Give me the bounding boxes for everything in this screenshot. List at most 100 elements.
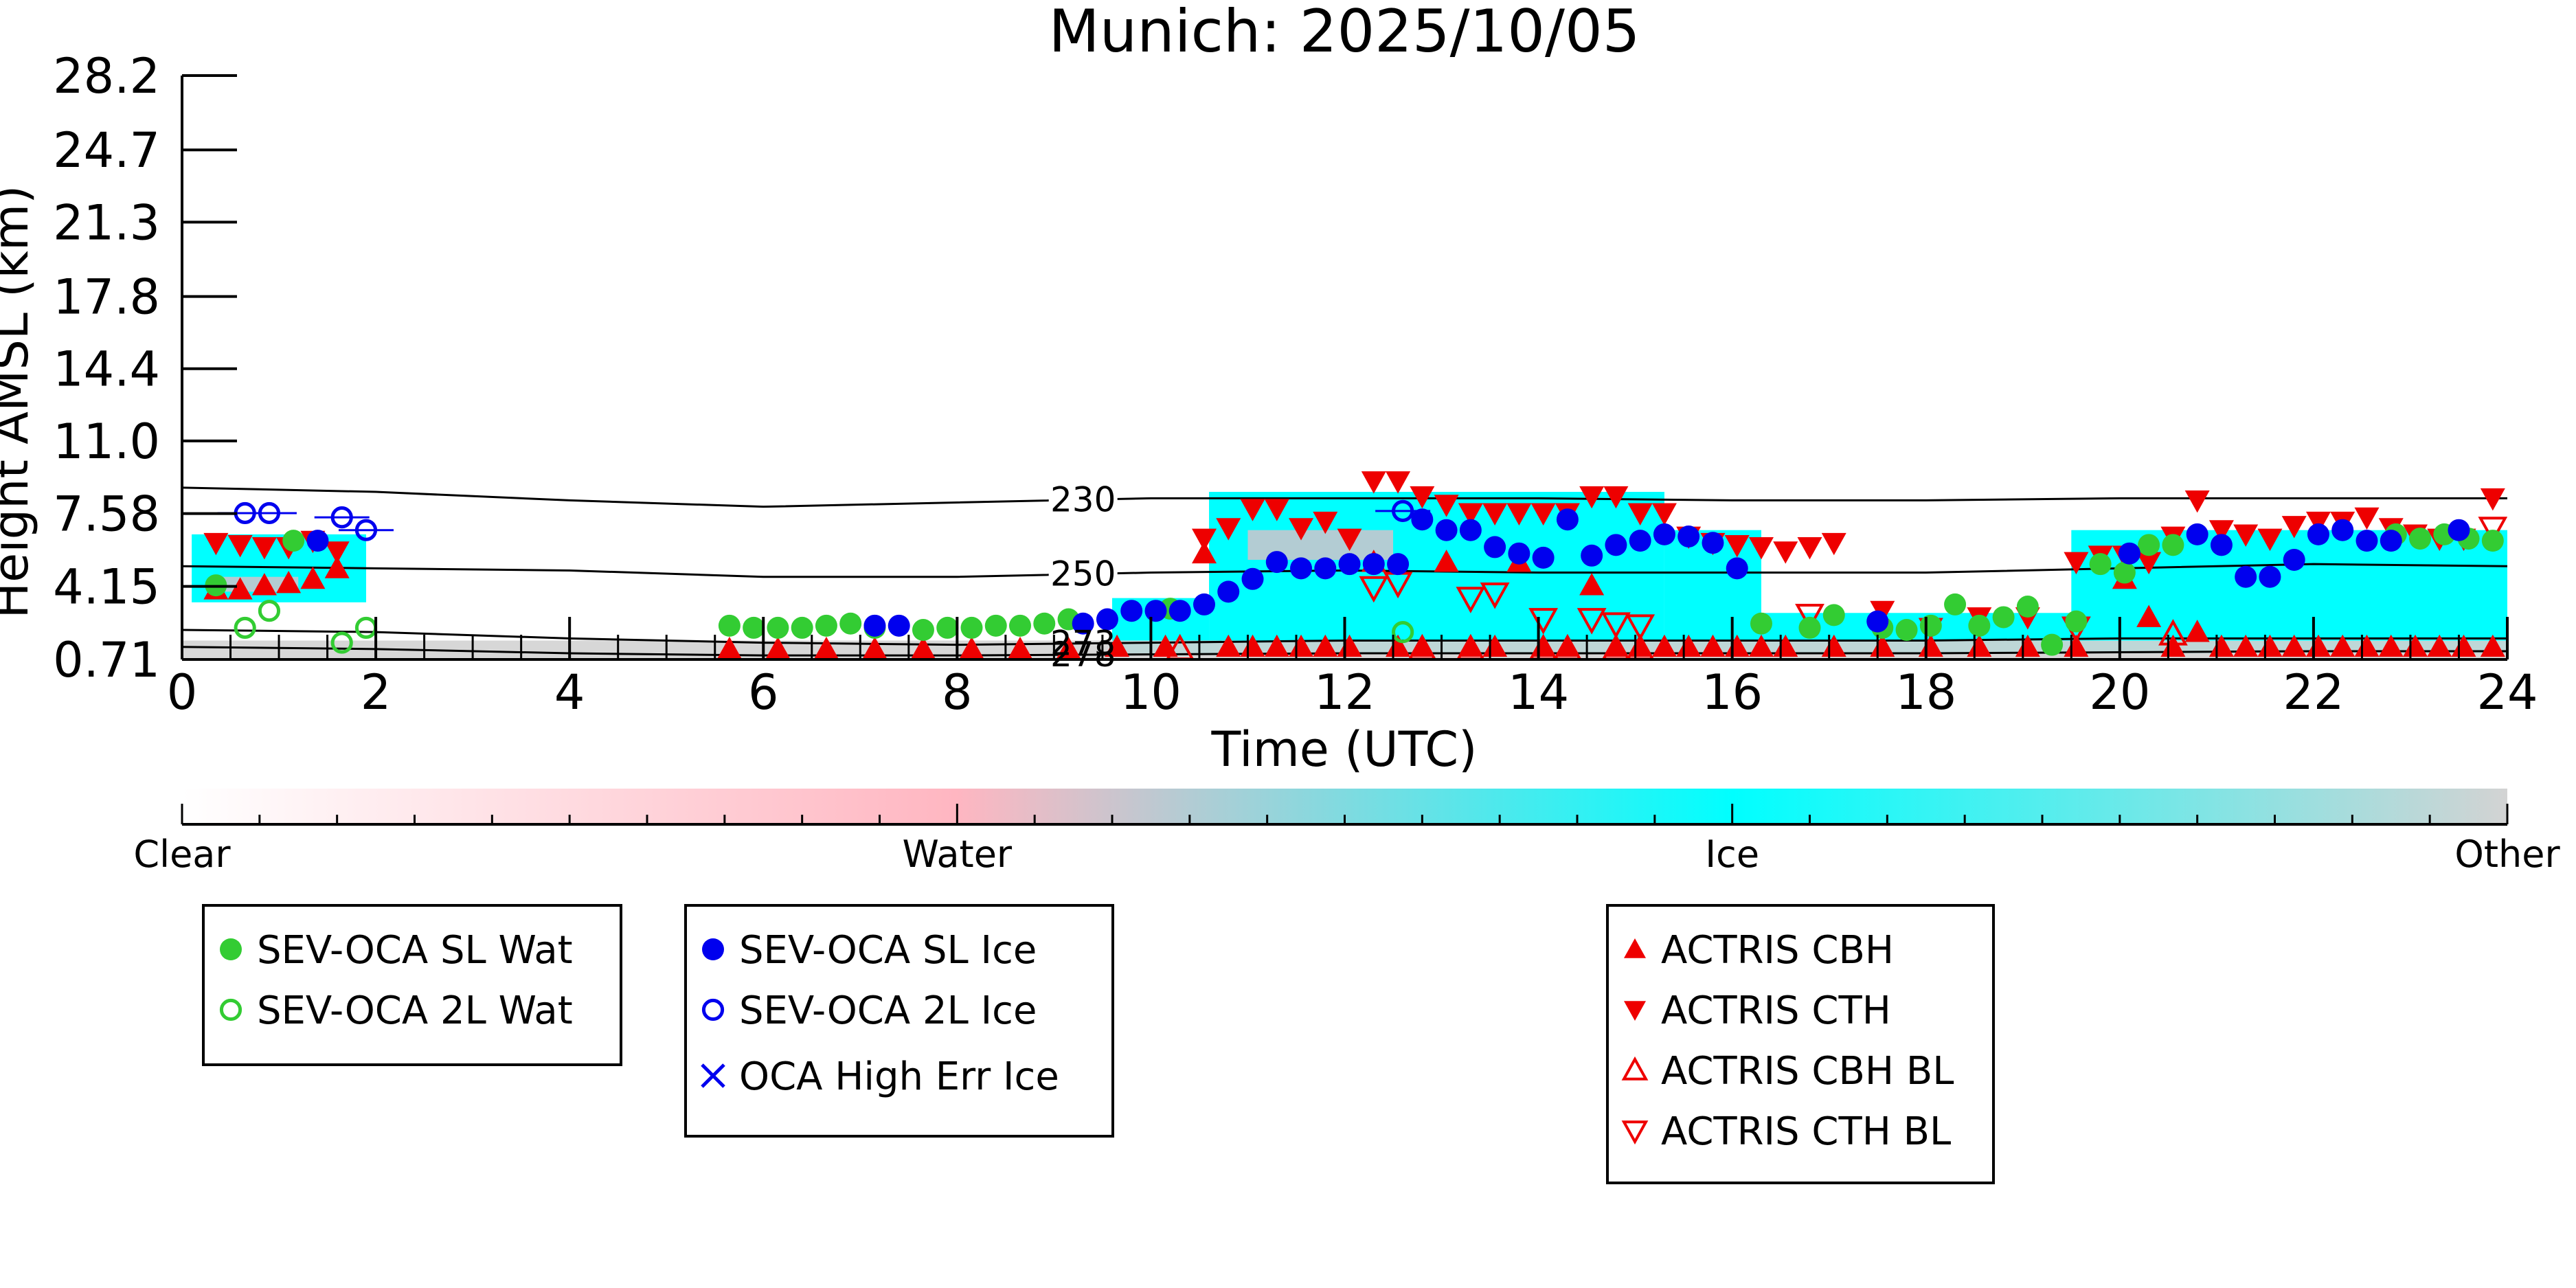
data-point <box>1216 518 1241 541</box>
colorbar-labels: Clear Water Ice Other <box>133 833 2560 876</box>
data-point <box>1458 634 1483 657</box>
chart-title: Munich: 2025/10/05 <box>1049 0 1640 66</box>
legend-marker <box>1621 1120 1649 1145</box>
x-stroke <box>701 1063 725 1088</box>
data-point <box>2065 610 2088 633</box>
data-point <box>743 616 765 639</box>
data-point <box>2015 634 2040 657</box>
data-point <box>1530 503 1556 526</box>
data-point <box>2210 534 2233 556</box>
data-point <box>2378 634 2404 657</box>
data-point <box>1361 471 1386 494</box>
data-point <box>2481 530 2504 552</box>
data-point <box>2403 634 2428 657</box>
legend-entry-label: ACTRIS CBH BL <box>1661 1049 1954 1094</box>
data-point <box>910 636 936 659</box>
x-tick-label: 16 <box>1702 664 1763 721</box>
x-tick-label: 0 <box>167 664 198 721</box>
contour-label: 273 <box>1050 624 1116 664</box>
classification-colorbar: Clear Water Ice Other <box>133 789 2560 876</box>
data-point <box>2016 596 2039 618</box>
data-point <box>1556 508 1579 531</box>
data-point <box>1338 553 1361 576</box>
data-point <box>839 612 862 635</box>
data-point <box>1240 499 1265 521</box>
data-point <box>1508 542 1530 565</box>
data-point <box>251 573 277 596</box>
legend-entry-label: ACTRIS CBH <box>1661 928 1894 973</box>
data-point <box>1392 621 1414 644</box>
data-point <box>1866 610 1889 633</box>
y-axis-title: Height AMSL (km) <box>0 185 39 619</box>
data-point <box>203 532 229 556</box>
data-point <box>863 614 886 637</box>
data-point <box>1392 499 1414 522</box>
data-point <box>767 616 789 639</box>
legends: SEV-OCA SL Wat SEV-OCA 2L Wat SEV-OCA SL I… <box>202 904 1995 1184</box>
data-point <box>1264 634 1289 657</box>
data-point <box>1387 553 1410 576</box>
data-point <box>2138 534 2160 556</box>
data-point <box>1870 634 1895 657</box>
data-point <box>2307 523 2329 545</box>
y-tick-label: 14.4 <box>53 341 160 398</box>
data-point <box>2235 565 2257 588</box>
data-point <box>1555 634 1580 657</box>
data-point <box>2064 634 2089 657</box>
data-point <box>1386 471 1411 494</box>
data-point <box>2208 634 2234 657</box>
legend-marker <box>1624 1001 1646 1021</box>
data-point <box>2478 517 2507 543</box>
data-point <box>1289 518 1314 541</box>
data-point <box>2409 528 2432 550</box>
data-point <box>1726 557 1748 580</box>
data-point <box>2257 634 2283 657</box>
data-point <box>1337 528 1362 552</box>
data-point <box>306 530 329 552</box>
data-point <box>1821 532 1846 556</box>
y-tick-label: 24.7 <box>53 122 160 179</box>
data-point <box>1290 557 1313 580</box>
data-point <box>1748 537 1774 560</box>
data-point <box>2233 524 2259 547</box>
legend-box-1: SEV-OCA SL Wat SEV-OCA 2L Wat <box>202 904 622 1066</box>
data-point <box>330 506 353 529</box>
data-point <box>1605 534 1627 556</box>
contour-label: 230 <box>1050 479 1116 519</box>
x-tick-label: 4 <box>554 664 585 721</box>
data-point <box>2480 488 2505 511</box>
data-point <box>2136 552 2162 575</box>
data-point <box>1386 634 1411 657</box>
data-point <box>765 636 791 659</box>
legend-frame <box>1606 904 1995 1184</box>
data-point <box>354 519 378 541</box>
data-point <box>1750 612 1772 635</box>
data-point <box>888 614 910 637</box>
data-point <box>2158 619 2188 646</box>
contour-line-230 <box>182 486 2507 508</box>
data-point <box>1627 503 1653 526</box>
data-point <box>1410 486 1435 509</box>
data-point <box>300 566 326 589</box>
data-point <box>1724 534 1750 558</box>
water-region <box>211 576 299 592</box>
data-point <box>1601 612 1631 639</box>
data-point <box>1627 634 1653 657</box>
data-point <box>2281 634 2307 657</box>
data-point <box>1480 583 1510 609</box>
data-point <box>1008 636 1033 659</box>
legend-marker <box>1624 938 1646 958</box>
y-tick-label: 4.15 <box>53 559 160 615</box>
data-point <box>2208 520 2234 543</box>
data-point <box>330 631 353 654</box>
legend-entry-label: SEV-OCA SL Ice <box>739 928 1037 973</box>
data-point <box>2259 565 2281 588</box>
x-tick-label: 8 <box>942 664 973 721</box>
legend-marker <box>701 998 725 1021</box>
data-point <box>1458 503 1483 526</box>
data-point <box>1944 593 1967 615</box>
data-point <box>2380 530 2402 552</box>
data-point <box>2041 633 2064 656</box>
data-point <box>258 501 281 525</box>
data-point <box>1773 541 1798 564</box>
